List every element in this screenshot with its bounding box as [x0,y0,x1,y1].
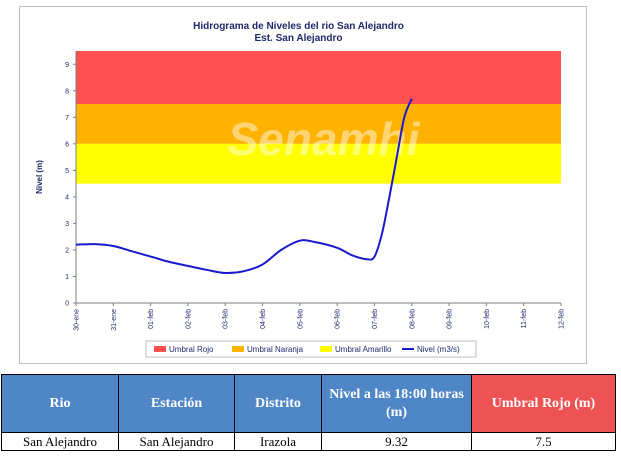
x-tick-label-9: 08-feb [409,309,416,329]
header-umbral-rojo: Umbral Rojo (m) [471,374,616,433]
x-tick-label-4: 03-feb [223,309,230,329]
table-header-row: Rio Estación Distrito Nivel a las 18:00 … [1,374,616,433]
x-tick-label-11: 10-feb [484,309,491,329]
legend-label-1: Umbral Naranja [247,345,304,354]
y-tick-label-6: 6 [65,141,69,148]
header-nivel: Nivel a las 18:00 horas (m) [321,374,472,433]
y-tick-label-3: 3 [65,221,69,228]
x-tick-label-0: 30-ene [74,309,81,331]
band-2 [76,143,561,184]
legend-swatch-2 [320,346,332,352]
legend-swatch-1 [232,346,244,352]
x-tick-label-13: 12-feb [559,309,566,329]
chart-frame: Hidrograma de Niveles del rio San Alejan… [19,6,587,364]
y-tick-label-9: 9 [65,62,69,69]
header-estacion: Estación [118,374,235,433]
y-tick-label-2: 2 [65,247,69,254]
station-table: Rio Estación Distrito Nivel a las 18:00 … [1,374,616,451]
legend-box [145,340,477,358]
cell-estacion: San Alejandro [118,432,235,451]
band-1 [76,104,561,144]
legend-label-3: Nivel (m3/s) [417,345,460,354]
x-tick-label-1: 31-ene [111,309,118,331]
watermark-logo: Senamhi [228,113,421,165]
x-tick-label-7: 06-feb [335,309,342,329]
table-row: San Alejandro San Alejandro Irazola 9.32… [1,432,616,451]
header-distrito: Distrito [234,374,322,433]
cell-rio: San Alejandro [1,432,119,451]
y-tick-label-4: 4 [65,194,69,201]
x-tick-label-10: 09-feb [447,309,454,329]
y-tick-label-5: 5 [65,168,69,175]
y-tick-label-1: 1 [65,274,69,281]
y-tick-label-0: 0 [65,301,69,308]
x-tick-label-8: 07-feb [372,309,379,329]
series-line-0 [75,98,413,275]
x-tick-label-5: 04-feb [260,309,267,329]
cell-distrito: Irazola [234,432,322,451]
x-tick-label-3: 02-feb [185,309,192,329]
legend-label-0: Umbral Rojo [169,345,214,354]
y-axis-label: Nivel (m) [35,160,44,194]
chart-subtitle: Est. San Alejandro [255,33,343,44]
cell-nivel: 9.32 [321,432,472,451]
legend-swatch-0 [154,346,166,352]
header-rio: Rio [1,374,119,433]
hydrograph-chart: Hidrograma de Niveles del rio San Alejan… [35,21,566,358]
legend-label-2: Umbral Amarillo [335,345,392,354]
x-tick-label-6: 05-feb [297,309,304,329]
chart-title: Hidrograma de Niveles del rio San Alejan… [193,21,404,32]
cell-umbral-rojo: 7.5 [471,432,616,451]
x-tick-label-12: 11-feb [521,309,528,328]
band-0 [76,51,561,105]
x-tick-label-2: 01-feb [148,309,155,329]
y-tick-label-7: 7 [65,115,69,122]
y-tick-label-8: 8 [65,88,69,95]
